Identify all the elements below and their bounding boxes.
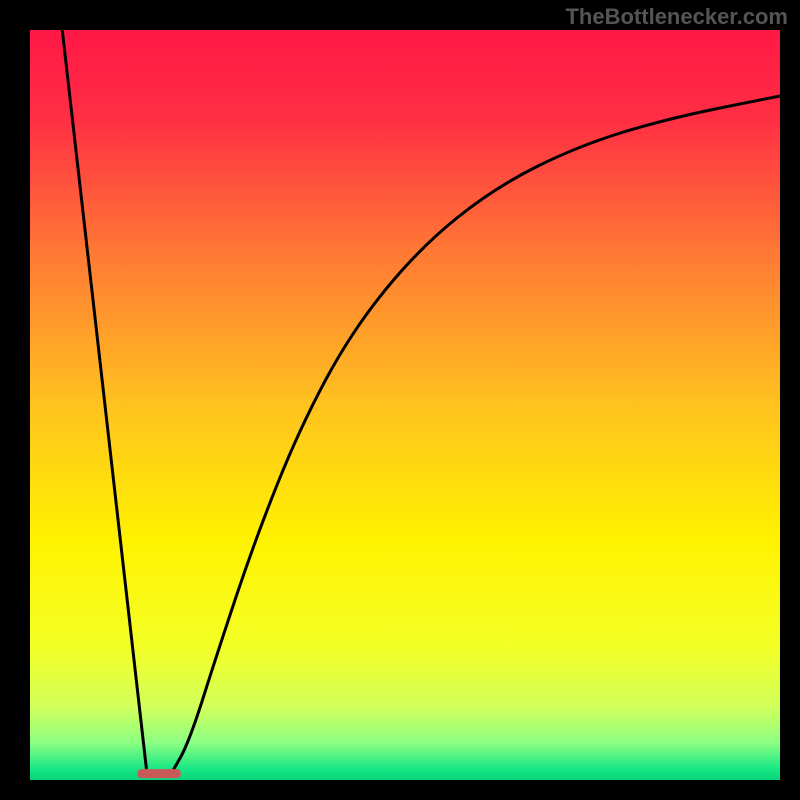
optimal-marker xyxy=(137,769,181,778)
border-left xyxy=(0,0,30,800)
plot-background xyxy=(30,30,780,780)
border-bottom xyxy=(0,780,800,800)
border-right xyxy=(780,0,800,800)
bottleneck-chart: TheBottlenecker.com xyxy=(0,0,800,800)
watermark-text: TheBottlenecker.com xyxy=(565,4,788,30)
chart-svg xyxy=(0,0,800,800)
